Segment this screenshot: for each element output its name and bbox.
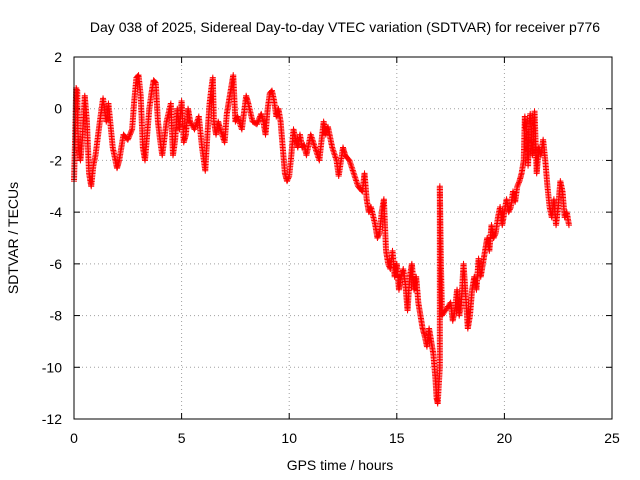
data-point (565, 222, 572, 229)
data-point (505, 209, 512, 216)
data-point (187, 118, 194, 125)
data-point (285, 174, 292, 181)
data-point (506, 207, 513, 214)
data-point (125, 134, 132, 141)
chart-title: Day 038 of 2025, Sidereal Day-to-day VTE… (90, 19, 600, 35)
data-point (491, 233, 498, 240)
data-point (506, 206, 513, 213)
data-point (284, 178, 291, 185)
data-point (284, 176, 291, 183)
y-tick-label: 2 (54, 49, 62, 65)
x-tick-label: 5 (178, 430, 186, 446)
data-point (125, 135, 132, 142)
data-point (254, 119, 261, 126)
data-point (73, 86, 80, 93)
data-point (515, 180, 522, 187)
data-point (253, 121, 260, 128)
data-point (374, 235, 381, 241)
data-point (514, 181, 521, 188)
x-axis-label: GPS time / hours (287, 457, 394, 473)
data-point (374, 233, 381, 240)
y-axis-label: SDTVAR / TECUs (5, 182, 21, 294)
data-point (285, 175, 292, 182)
axis-ticks: 20-2-4-6-8-10-120 5 10 15 20 25 (42, 49, 620, 446)
plot-frame (73, 56, 613, 420)
x-tick-label: 0 (70, 430, 78, 446)
data-point (376, 231, 383, 238)
y-tick-label: -4 (50, 204, 63, 220)
x-tick-label: 10 (281, 430, 297, 446)
data-point (514, 183, 521, 190)
y-tick-label: -12 (42, 411, 62, 427)
x-tick-label: 15 (389, 430, 405, 446)
data-points (71, 72, 572, 407)
data-point (124, 136, 131, 143)
y-tick-label: -2 (50, 152, 63, 168)
data-point (187, 119, 194, 126)
data-point (254, 118, 261, 125)
data-point (491, 232, 498, 239)
data-point (490, 235, 497, 241)
data-point (126, 132, 133, 139)
data-point (507, 205, 514, 212)
data-point (128, 127, 135, 134)
data-point (492, 231, 499, 238)
x-tick-label: 20 (497, 430, 513, 446)
data-point (126, 131, 133, 138)
y-tick-label: -10 (42, 359, 62, 375)
data-point (127, 130, 134, 137)
data-point (515, 179, 522, 186)
data-point (188, 121, 195, 128)
y-tick-label: -8 (50, 308, 63, 324)
data-point (375, 232, 382, 239)
data-point (128, 128, 135, 135)
x-tick-label: 25 (604, 430, 620, 446)
y-tick-label: -6 (50, 256, 63, 272)
y-tick-label: 0 (54, 101, 62, 117)
grid (74, 57, 612, 419)
data-point (232, 118, 239, 125)
